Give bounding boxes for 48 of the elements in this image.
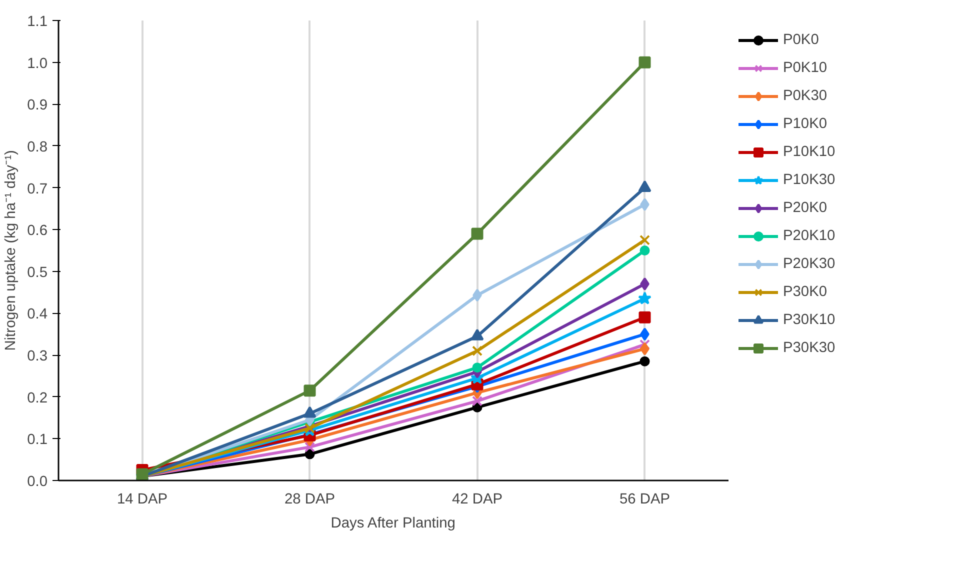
legend-label: P10K10 xyxy=(783,144,836,160)
y-tick-label: 0.2 xyxy=(27,390,48,406)
legend-label: P10K0 xyxy=(783,116,828,132)
point xyxy=(640,339,650,350)
y-tick-label: 0.3 xyxy=(27,348,48,365)
legend-label: P0K10 xyxy=(783,60,828,76)
y-axis-title: Nitrogen uptake (kg ha⁻¹ day⁻¹) xyxy=(3,150,20,351)
point xyxy=(472,362,482,373)
y-tick-label: 1.1 xyxy=(27,14,48,30)
point xyxy=(640,198,650,211)
point xyxy=(638,292,652,304)
legend-label: P30K10 xyxy=(783,312,836,328)
x-tick-label: 42 DAP xyxy=(452,492,503,508)
legend-label: P0K0 xyxy=(783,32,819,48)
point xyxy=(304,384,316,397)
point xyxy=(640,356,650,366)
point xyxy=(638,56,651,68)
point xyxy=(304,449,315,460)
point xyxy=(304,442,315,452)
point xyxy=(640,277,650,290)
x-tick-label: 14 DAP xyxy=(116,492,168,508)
y-tick-label: 0.4 xyxy=(27,306,48,323)
legend-label: P20K0 xyxy=(783,200,828,216)
point xyxy=(640,342,650,356)
legend-label: P30K0 xyxy=(783,284,828,300)
legend-label: P20K30 xyxy=(783,256,836,272)
y-tick-label: 0.5 xyxy=(27,264,48,281)
point xyxy=(472,396,482,406)
point xyxy=(638,311,651,324)
y-tick-label: 0.6 xyxy=(27,223,48,240)
y-tick-label: 0.7 xyxy=(27,181,48,198)
x-tick-label: 56 DAP xyxy=(619,492,670,508)
x-tick-label: 28 DAP xyxy=(284,492,336,508)
point xyxy=(640,246,650,256)
legend-label: P20K10 xyxy=(783,228,836,244)
y-tick-label: 0.0 xyxy=(27,474,48,490)
point xyxy=(472,288,482,302)
y-tick-label: 0.1 xyxy=(27,432,48,448)
point xyxy=(471,228,484,240)
y-tick-label: 1.0 xyxy=(27,56,48,72)
y-tick-label: 0.8 xyxy=(27,139,48,156)
point xyxy=(640,234,650,246)
legend-label: P30K30 xyxy=(783,340,836,356)
x-axis-title: Days After Planting xyxy=(330,516,456,532)
legend-label: P0K30 xyxy=(783,88,828,104)
point xyxy=(472,346,482,356)
legend-label: P10K30 xyxy=(783,172,836,188)
y-tick-label: 0.9 xyxy=(27,98,48,114)
